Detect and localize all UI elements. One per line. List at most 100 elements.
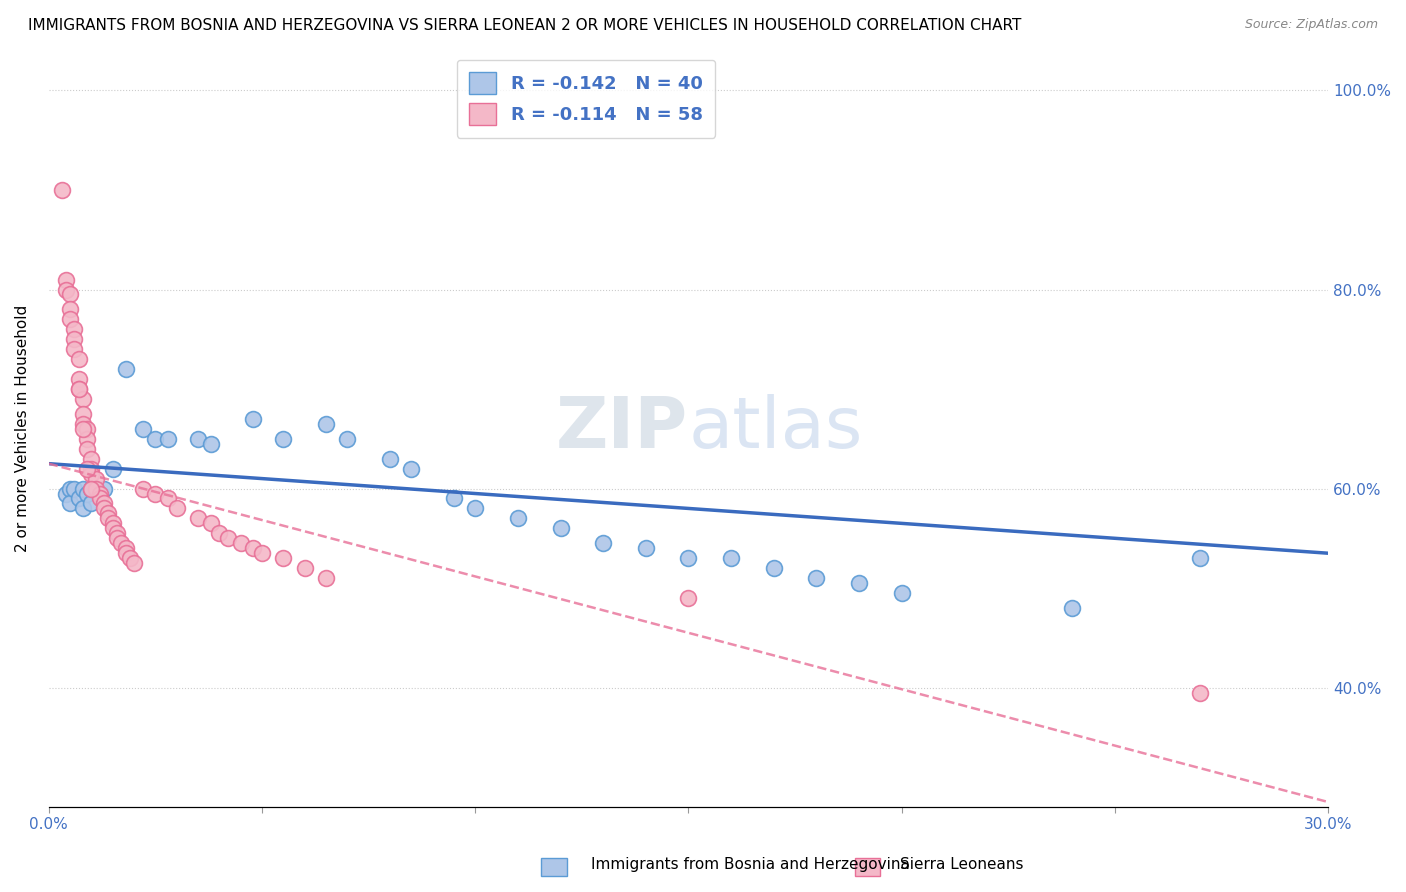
Point (67, 382, 90, 396)
Point (242, 412, 264, 426)
Point (80, 461, 103, 475)
Point (105, 526, 128, 541)
Point (110, 536, 132, 550)
Point (76, 432, 98, 446)
Point (55, 272, 77, 286)
Point (67, 382, 90, 396)
Point (93, 482, 115, 496)
Point (63, 322, 86, 336)
Point (506, 511, 529, 525)
Point (200, 436, 222, 450)
Point (80, 482, 103, 496)
Point (187, 511, 209, 525)
Point (187, 432, 209, 446)
Point (443, 491, 465, 506)
Point (59, 287, 82, 301)
Point (634, 541, 657, 556)
Point (84, 482, 107, 496)
Point (157, 491, 180, 506)
Y-axis label: 2 or more Vehicles in Household: 2 or more Vehicles in Household (15, 305, 30, 552)
Point (72, 417, 94, 431)
Point (67, 372, 90, 386)
Point (76, 461, 98, 475)
Legend: R = -0.142   N = 40, R = -0.114   N = 58: R = -0.142 N = 40, R = -0.114 N = 58 (457, 60, 716, 138)
Point (97, 511, 120, 525)
Point (550, 521, 572, 535)
Point (105, 531, 128, 545)
Point (890, 586, 912, 600)
Point (93, 501, 115, 516)
Point (166, 501, 188, 516)
Point (131, 482, 153, 496)
Point (67, 491, 90, 506)
Point (72, 482, 94, 496)
Point (250, 546, 273, 560)
Point (80, 482, 103, 496)
Point (208, 526, 231, 541)
Point (63, 343, 86, 357)
Point (89, 486, 111, 500)
Point (762, 561, 785, 575)
Point (76, 486, 98, 500)
Point (76, 442, 98, 456)
Point (315, 417, 337, 431)
Point (1189, 551, 1212, 566)
Point (592, 536, 614, 550)
Text: Immigrants from Bosnia and Herzegovina: Immigrants from Bosnia and Herzegovina (591, 857, 910, 872)
Point (678, 551, 700, 566)
Point (122, 556, 145, 570)
Point (464, 501, 486, 516)
Point (145, 486, 167, 500)
Point (806, 571, 828, 585)
Point (114, 541, 136, 556)
Point (114, 362, 136, 376)
Point (315, 571, 337, 585)
Point (378, 451, 401, 466)
Point (84, 482, 107, 496)
Point (80, 496, 103, 510)
Point (101, 516, 124, 531)
Point (157, 432, 180, 446)
Point (63, 482, 86, 496)
Point (80, 451, 103, 466)
Point (131, 422, 153, 436)
Point (59, 496, 82, 510)
Text: ZIP: ZIP (557, 394, 689, 463)
Point (63, 332, 86, 346)
Point (1189, 685, 1212, 699)
Point (72, 407, 94, 421)
Point (76, 422, 98, 436)
Point (93, 496, 115, 510)
Point (72, 392, 94, 406)
Point (229, 536, 252, 550)
Point (89, 486, 111, 500)
Point (118, 551, 141, 566)
Point (55, 486, 77, 500)
Point (848, 576, 870, 591)
Point (59, 482, 82, 496)
Point (294, 561, 316, 575)
Point (80, 467, 103, 481)
Point (336, 432, 359, 446)
Point (271, 551, 294, 566)
Point (217, 531, 239, 545)
Point (59, 312, 82, 326)
Point (51, 183, 73, 197)
Text: Sierra Leoneans: Sierra Leoneans (900, 857, 1024, 872)
Point (101, 521, 124, 535)
Point (89, 491, 111, 506)
Point (101, 461, 124, 475)
Text: IMMIGRANTS FROM BOSNIA AND HERZEGOVINA VS SIERRA LEONEAN 2 OR MORE VEHICLES IN H: IMMIGRANTS FROM BOSNIA AND HERZEGOVINA V… (28, 18, 1022, 33)
Point (145, 432, 167, 446)
Point (200, 516, 222, 531)
Point (97, 507, 120, 521)
Point (72, 501, 94, 516)
Point (72, 422, 94, 436)
Point (399, 461, 422, 475)
Point (1062, 601, 1084, 615)
Point (271, 432, 294, 446)
Text: atlas: atlas (689, 394, 863, 463)
Point (114, 546, 136, 560)
Text: Source: ZipAtlas.com: Source: ZipAtlas.com (1244, 18, 1378, 31)
Point (84, 472, 107, 486)
